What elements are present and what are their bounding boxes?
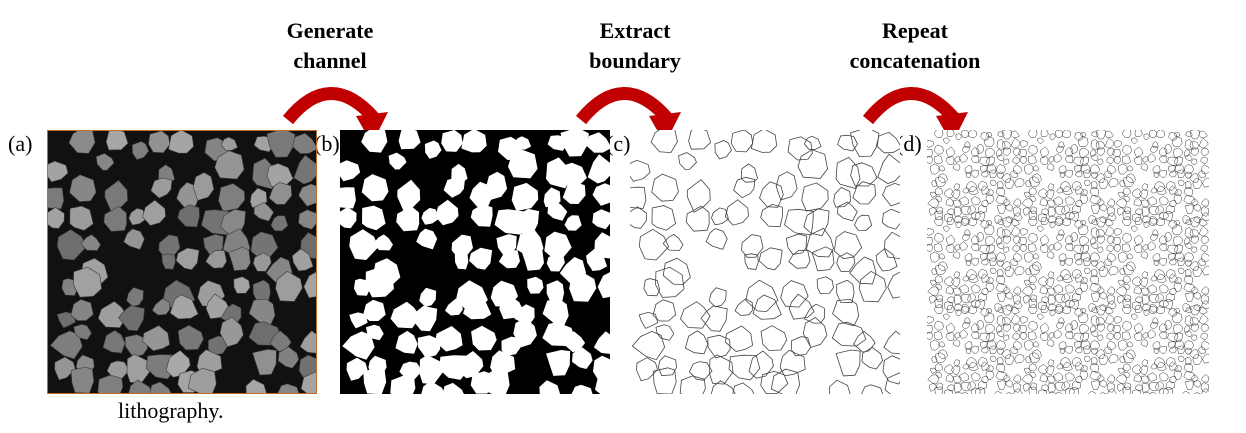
panel-label-c: (c) [606, 131, 631, 156]
micrograph-image [47, 130, 317, 394]
step-title-line2: concatenation [849, 48, 981, 73]
caption-text: lithography. [118, 398, 224, 423]
tiled-pattern-image [927, 130, 1209, 394]
curved-arrow-icon [282, 87, 388, 144]
curved-arrow-icon [862, 87, 968, 144]
step-extract-boundary: Extract boundary [560, 16, 710, 76]
step-title-line2: boundary [589, 48, 681, 73]
step-repeat-concatenation: Repeat concatenation [815, 16, 1015, 76]
panel-label-d: (d) [896, 131, 922, 156]
curved-arrow-icon [575, 87, 681, 144]
panel-label-b: (b) [314, 131, 340, 156]
binary-channel-image [340, 130, 610, 394]
step-title-line1: Extract [599, 18, 671, 43]
step-title-line2: channel [293, 48, 367, 73]
boundary-outline-image [630, 130, 900, 394]
step-title-line1: Generate [286, 18, 374, 43]
panel-label-a: (a) [8, 131, 33, 156]
step-generate-channel: Generate channel [255, 16, 405, 76]
step-title-line1: Repeat [882, 18, 948, 43]
